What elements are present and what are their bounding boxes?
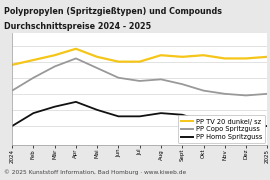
Text: Polypropylen (Spritzgießtypen) und Compounds: Polypropylen (Spritzgießtypen) und Compo… [4,8,222,17]
Legend: PP TV 20 dunkel/ sz, PP Copo Spritzguss, PP Homo Spritzguss: PP TV 20 dunkel/ sz, PP Copo Spritzguss,… [178,115,265,143]
Text: © 2025 Kunststoff Information, Bad Homburg · www.kiweb.de: © 2025 Kunststoff Information, Bad Hombu… [4,170,186,175]
Text: Durchschnittspreise 2024 - 2025: Durchschnittspreise 2024 - 2025 [4,22,151,31]
